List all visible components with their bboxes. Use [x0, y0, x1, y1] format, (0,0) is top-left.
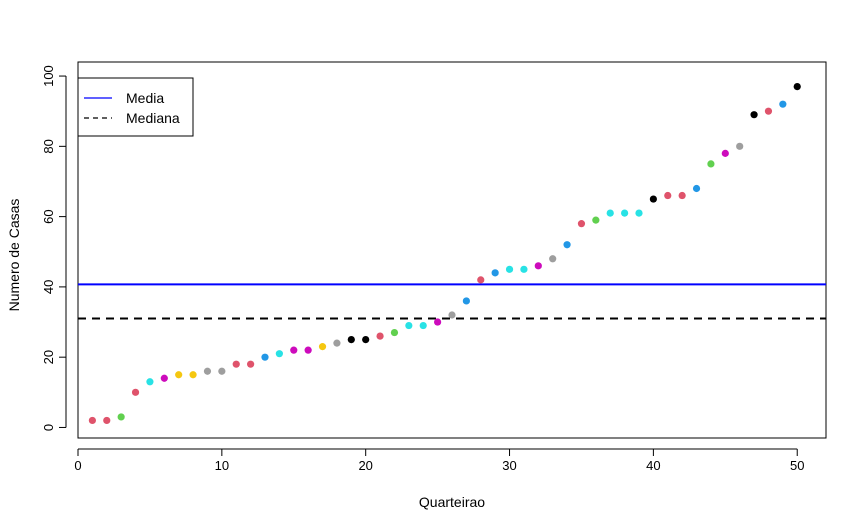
data-point: [491, 269, 499, 277]
data-point: [189, 371, 197, 379]
data-point: [779, 100, 787, 108]
data-point: [88, 416, 96, 425]
data-point: [793, 82, 801, 91]
data-point: [275, 350, 283, 358]
data-point: [376, 332, 384, 340]
data-point: [448, 311, 456, 319]
data-point: [721, 149, 729, 157]
data-point: [635, 209, 643, 217]
y-tick-label: 100: [41, 65, 56, 87]
legend-box: [77, 77, 194, 137]
data-point: [621, 209, 629, 217]
data-points: [88, 82, 801, 425]
y-tick-label: 40: [41, 280, 56, 294]
data-point: [592, 216, 600, 224]
x-tick-label: 30: [502, 458, 516, 473]
y-tick-label: 0: [41, 424, 56, 431]
data-point: [736, 142, 744, 150]
data-point: [606, 209, 614, 217]
x-tick-label: 40: [646, 458, 660, 473]
data-point: [678, 191, 686, 200]
data-point: [261, 353, 269, 361]
data-point: [750, 111, 758, 119]
data-point: [563, 241, 571, 249]
data-point: [103, 416, 111, 425]
data-point: [247, 360, 255, 368]
data-point: [405, 321, 413, 330]
legend-label-media: Media: [126, 90, 164, 106]
y-axis: 0 20 40 60 80 100: [41, 65, 67, 431]
data-point: [131, 388, 140, 396]
data-point: [218, 367, 226, 375]
data-point: [649, 195, 657, 203]
data-point: [707, 160, 715, 168]
y-axis-title: Numero de Casas: [6, 199, 22, 312]
data-point: [333, 339, 341, 347]
data-point: [347, 336, 355, 344]
x-tick-label: 0: [74, 458, 81, 473]
data-point: [692, 184, 701, 193]
data-point: [232, 360, 240, 368]
y-tick-label: 60: [41, 209, 56, 223]
data-point: [434, 318, 442, 326]
data-point: [520, 265, 528, 273]
legend: Media Mediana: [77, 77, 194, 137]
data-point: [362, 336, 370, 344]
data-point: [764, 107, 773, 115]
x-axis: 0 10 20 30 40 50: [74, 448, 804, 473]
data-point: [577, 220, 586, 228]
y-tick-label: 20: [41, 350, 56, 364]
y-tick-label: 80: [41, 139, 56, 153]
data-point: [390, 328, 399, 337]
legend-label-mediana: Mediana: [126, 110, 180, 126]
data-point: [203, 367, 212, 375]
data-point: [175, 371, 183, 379]
data-point: [534, 262, 542, 270]
data-point: [419, 321, 427, 330]
data-point: [664, 191, 672, 200]
data-point: [146, 378, 154, 386]
plot-area-border: [77, 61, 827, 439]
data-point: [505, 265, 514, 273]
data-point: [304, 346, 312, 354]
reference-lines: [78, 283, 826, 320]
x-tick-label: 10: [215, 458, 229, 473]
data-point: [318, 343, 327, 351]
data-point: [462, 297, 470, 305]
data-point: [160, 374, 168, 382]
data-point: [549, 255, 557, 263]
x-tick-label: 20: [358, 458, 372, 473]
x-tick-label: 50: [790, 458, 804, 473]
data-point: [117, 413, 125, 421]
data-point: [290, 346, 298, 354]
x-axis-title: Quarteirao: [419, 494, 485, 510]
data-point: [477, 276, 485, 284]
